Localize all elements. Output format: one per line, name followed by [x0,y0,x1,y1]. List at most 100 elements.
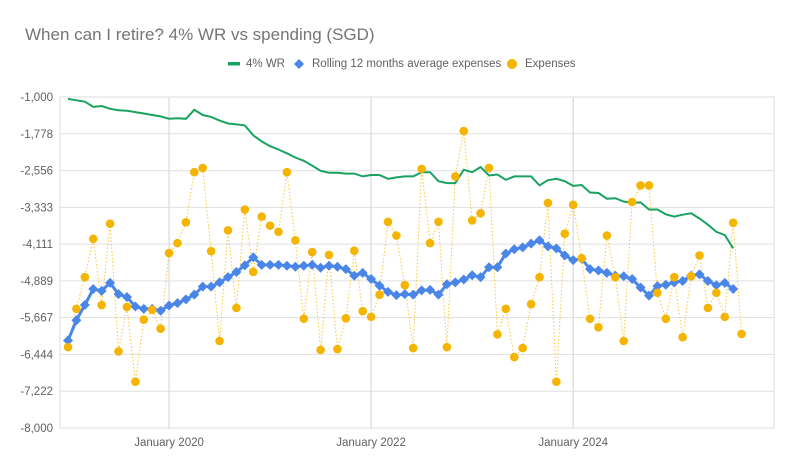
rolling-average-point [222,272,233,283]
expense-point [173,238,182,248]
expense-point [644,181,654,190]
y-tick-label: -7,222 [20,386,53,398]
legend-label-expenses: Expenses [525,58,576,70]
rolling-average-point [197,281,208,292]
expense-point [712,288,721,298]
rolling-average-point [635,282,646,293]
rolling-average-point [88,283,99,294]
rolling-average-point [517,242,528,253]
rolling-average-point [652,281,663,292]
y-tick-label: -6,444 [20,349,53,361]
expense-point [493,330,502,339]
rolling-average-point [172,298,183,309]
rolling-average-point [500,248,511,259]
rolling-average-point [542,241,553,252]
rolling-average-point [290,261,301,272]
rolling-average-point [164,300,175,311]
rolling-average-point [694,269,705,280]
rolling-average-point [559,250,570,261]
y-tick-label: -5,667 [20,313,53,325]
expense-point [400,280,410,290]
plot-frame [59,96,775,429]
rolling-average-point [96,285,107,296]
rolling-average-point [711,280,722,291]
rolling-average-point [509,244,520,255]
y-tick-label: -4,889 [20,276,53,288]
rolling-average-point [332,261,343,272]
wr-line [67,97,735,249]
rolling-average-point [248,252,259,263]
rolling-average-point [568,255,579,266]
expense-point [147,305,157,315]
expense-point [535,272,544,282]
expense-point [223,226,233,235]
expense-point [358,306,368,316]
expense-point [501,304,511,314]
expense-point [611,272,620,282]
expense-point [408,343,418,353]
y-tick-label: -2,556 [20,166,53,178]
expense-point [122,302,132,312]
expense-point [526,299,536,309]
expense-point [105,219,115,229]
rolling-average-point [105,277,116,288]
grid [59,96,775,429]
rolling-average-point [585,264,596,275]
expense-point [484,163,494,173]
expense-point [88,234,98,244]
expense-point [291,235,300,245]
expense-point [653,288,662,298]
rolling-average-point [239,260,250,271]
rolling-average-point [265,259,276,270]
rolling-average-point [315,262,326,273]
expense-point [190,167,199,177]
rolling-average-point [618,271,629,282]
rolling-average-point [467,270,478,281]
expense-point [375,290,384,299]
rolling-average-point [728,283,739,294]
y-tick-label: -1,778 [20,129,53,141]
expense-point [383,217,393,227]
rolling-average-point [382,286,393,297]
rolling-average-point [593,265,604,276]
expense-point [518,343,527,353]
rolling-average-point [349,270,360,281]
rolling-average-point [719,277,730,288]
expense-point [695,251,704,260]
expense-point [156,324,165,334]
legend-swatch-expenses [507,59,517,69]
y-tick-label: -4,111 [22,239,53,251]
rolling-average-point [324,260,335,271]
rolling-average-point [408,289,419,300]
rolling-average-point [138,303,149,314]
expense-point [63,342,73,352]
rolling-average-point [214,277,225,288]
expense-point [594,322,603,332]
expense-point [80,272,90,282]
expense-point [341,313,351,323]
rolling-average-point [534,235,545,246]
expense-point [678,332,687,342]
expense-point [248,267,258,277]
rolling-average-point [601,267,612,278]
expense-point [316,345,325,355]
expense-point [703,303,713,313]
expense-point [198,163,208,173]
legend-swatch-4pct-wr [228,62,240,66]
expense-point [333,344,342,354]
rolling-average-point [113,289,124,300]
chart-title: When can I retire? 4% WR vs spending (SG… [25,25,375,44]
expense-point [206,246,216,256]
expense-point [282,167,292,177]
y-tick-label: -3,333 [20,202,53,214]
expense-point [737,329,746,339]
rolling-average-point [450,277,461,288]
x-tick-label: January 2024 [538,437,608,449]
expense-point [139,315,149,325]
expense-point [425,238,435,248]
rolling-average-point [206,281,217,292]
expense-point [299,314,309,324]
expense-point [552,377,561,386]
rolling-average-point [416,285,427,296]
x-tick-label: January 2020 [134,437,204,449]
